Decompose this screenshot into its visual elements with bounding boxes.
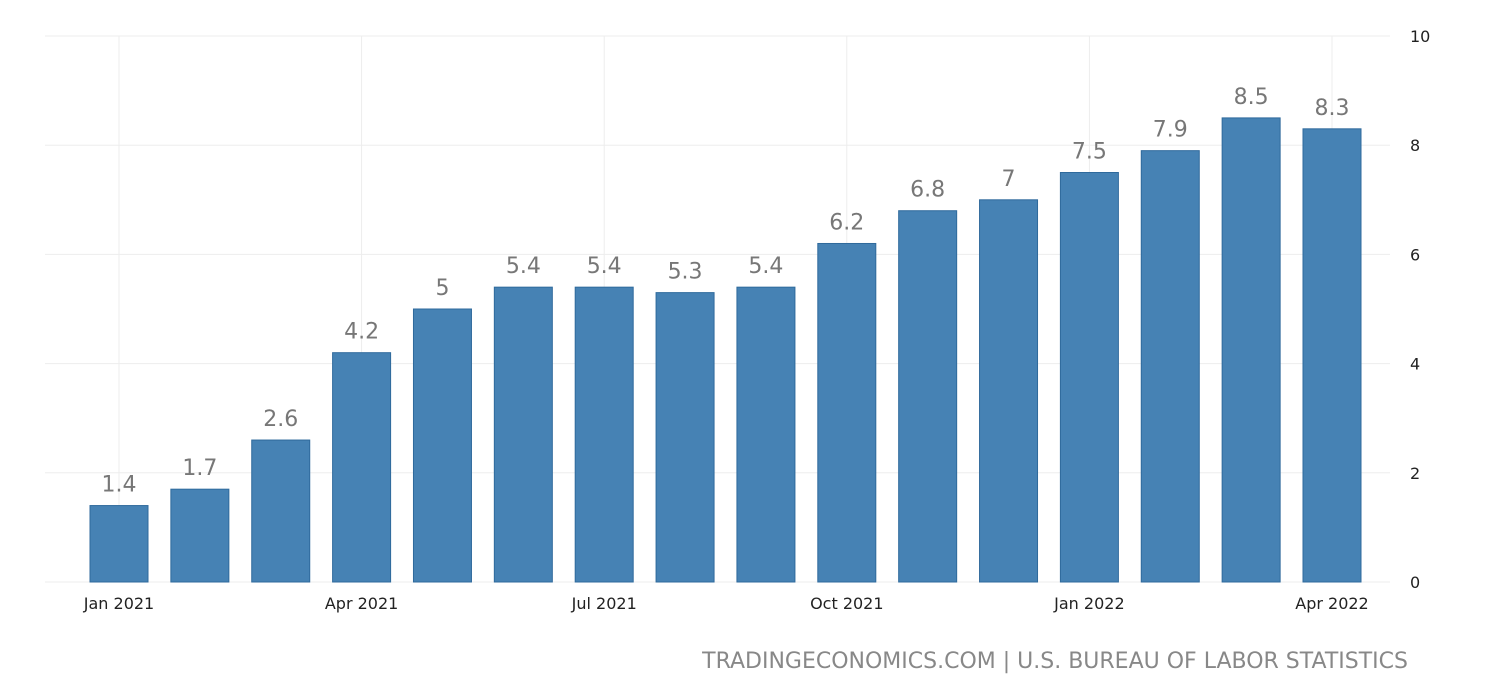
bars xyxy=(89,117,1362,583)
x-tick-label: Jan 2021 xyxy=(83,594,154,613)
x-tick-label: Jul 2021 xyxy=(571,594,637,613)
bar-value-label: 8.5 xyxy=(1234,85,1269,110)
bar xyxy=(89,505,149,583)
y-tick-label: 4 xyxy=(1410,355,1420,374)
bar xyxy=(1221,117,1281,583)
bar xyxy=(817,242,877,583)
source-credit: TRADINGECONOMICS.COM | U.S. BUREAU OF LA… xyxy=(701,649,1408,674)
bar-value-label: 7.9 xyxy=(1153,118,1188,143)
bar-value-label: 1.7 xyxy=(182,456,217,481)
y-tick-label: 0 xyxy=(1410,573,1420,592)
bar-value-label: 5.4 xyxy=(748,254,783,279)
bar xyxy=(655,292,715,583)
bar xyxy=(412,308,472,583)
bar-value-label: 6.2 xyxy=(829,210,864,235)
bar-value-label: 6.8 xyxy=(910,178,945,203)
bar-value-label: 1.4 xyxy=(102,473,137,498)
x-tick-label: Oct 2021 xyxy=(810,594,883,613)
bar xyxy=(170,488,230,583)
bar xyxy=(1059,172,1119,583)
bar xyxy=(574,286,634,583)
bar-value-label: 5.4 xyxy=(506,254,541,279)
bar xyxy=(493,286,553,583)
y-axis-ticks: 0 2 4 6 8 10 xyxy=(1410,27,1430,592)
bar xyxy=(736,286,796,583)
bar-value-label: 8.3 xyxy=(1315,96,1350,121)
bar-value-label: 7.5 xyxy=(1072,140,1107,165)
bar-value-label: 7 xyxy=(1002,167,1016,192)
bar xyxy=(898,210,958,583)
value-labels: 1.4 1.7 2.6 4.2 5 5.4 5.4 5.3 5.4 6.2 6.8 7 7.5 7.9 8.… xyxy=(102,85,1350,498)
bar xyxy=(332,352,392,583)
bar-value-label: 4.2 xyxy=(344,320,379,345)
bar-value-label: 5.4 xyxy=(587,254,622,279)
bar xyxy=(1302,128,1362,583)
bar-value-label: 5.3 xyxy=(668,260,703,285)
y-tick-label: 8 xyxy=(1410,136,1420,155)
bar xyxy=(979,199,1039,583)
bar-value-label: 5 xyxy=(435,276,449,301)
bar xyxy=(1140,150,1200,583)
y-tick-label: 6 xyxy=(1410,245,1420,264)
x-axis-ticks: Jan 2021 Apr 2021 Jul 2021 Oct 2021 Jan 2022… xyxy=(83,594,1369,613)
y-tick-label: 2 xyxy=(1410,464,1420,483)
bar-value-label: 2.6 xyxy=(263,407,298,432)
bar xyxy=(251,439,311,583)
x-tick-label: Apr 2021 xyxy=(325,594,398,613)
x-tick-label: Apr 2022 xyxy=(1295,594,1368,613)
x-tick-label: Jan 2022 xyxy=(1053,594,1124,613)
y-tick-label: 10 xyxy=(1410,27,1430,46)
